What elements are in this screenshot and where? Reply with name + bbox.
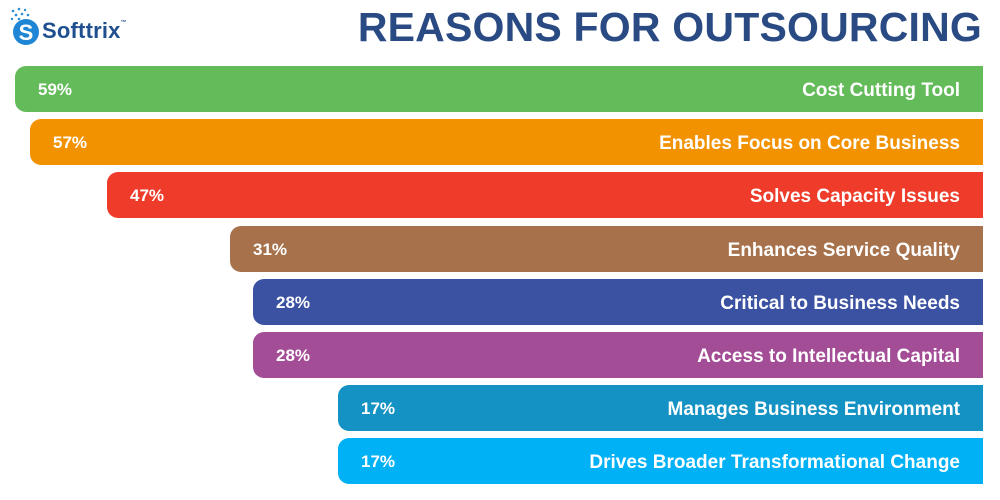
bar — [338, 385, 983, 431]
bar-group: 59% Cost Cutting Tool — [15, 66, 983, 112]
bar — [30, 119, 983, 165]
bar — [15, 66, 983, 112]
trademark-symbol: ™ — [120, 20, 127, 26]
value-label: 47% — [130, 186, 164, 205]
bar-group: 57% Enables Focus on Core Business — [30, 119, 983, 165]
brand-name: Softtrix™ — [42, 18, 127, 44]
value-label: 17% — [361, 399, 395, 418]
category-label: Enables Focus on Core Business — [659, 133, 960, 154]
svg-text:S: S — [19, 20, 34, 45]
bar — [230, 226, 983, 272]
softtrix-logo: S Softtrix™ — [6, 4, 146, 48]
bar — [253, 332, 983, 378]
category-label: Critical to Business Needs — [720, 293, 960, 314]
bar — [253, 279, 983, 325]
category-label: Manages Business Environment — [668, 399, 961, 420]
bar-group: 28% Critical to Business Needs — [253, 279, 983, 325]
category-label: Cost Cutting Tool — [802, 80, 960, 101]
value-label: 17% — [361, 452, 395, 471]
bar-group: 47% Solves Capacity Issues — [107, 172, 983, 218]
chart-title: REASONS FOR OUTSOURCING — [357, 4, 982, 50]
value-label: 59% — [38, 80, 72, 99]
category-label: Access to Intellectual Capital — [697, 346, 960, 367]
category-label: Enhances Service Quality — [728, 240, 961, 261]
logo-bubble-icon: S — [10, 7, 39, 45]
brand-name-text: Softtrix — [42, 18, 121, 43]
bar — [107, 172, 983, 218]
category-label: Solves Capacity Issues — [750, 186, 960, 207]
bar-group: 17% Drives Broader Transformational Chang… — [338, 438, 983, 484]
value-label: 57% — [53, 133, 87, 152]
value-label: 28% — [276, 346, 310, 365]
bar-group: 28% Access to Intellectual Capital — [253, 332, 983, 378]
value-label: 28% — [276, 293, 310, 312]
bar-group: 31% Enhances Service Quality — [230, 226, 983, 272]
value-label: 31% — [253, 240, 287, 259]
bar — [338, 438, 983, 484]
bar-group: 17% Manages Business Environment — [338, 385, 983, 431]
category-label: Drives Broader Transformational Change — [589, 452, 960, 473]
